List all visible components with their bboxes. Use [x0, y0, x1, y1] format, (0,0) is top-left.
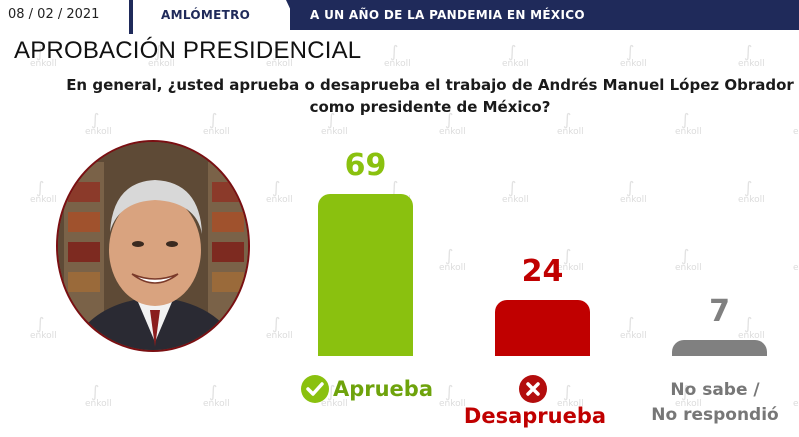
watermark-mark: ∫ [209, 382, 218, 401]
category-label-disapprove: Desaprueba [450, 375, 620, 428]
approve-text: Aprueba [332, 377, 434, 401]
watermark-mark: ∫ [508, 42, 517, 61]
watermark-logo: ∫enkoll [85, 382, 112, 410]
watermark-text: enkoll [30, 331, 57, 341]
watermark-text: enkoll [203, 399, 230, 409]
watermark-logo: ∫enkoll [266, 316, 293, 342]
section-label: AMLÓMETRO [137, 0, 297, 30]
watermark-text: enkoll [266, 331, 293, 341]
disapprove-text: Desaprueba [463, 404, 607, 428]
watermark-mark: ∫ [36, 178, 45, 197]
watermark-logo: ∫enkoll [30, 178, 57, 206]
category-label-approve: Aprueba [292, 375, 442, 403]
watermark-text: enkoll [502, 59, 529, 69]
date-label: 08 / 02 / 2021 [0, 0, 128, 30]
banner-text: A UN AÑO DE LA PANDEMIA EN MÉXICO [310, 8, 585, 22]
unknown-text-line1: No sabe / [670, 380, 760, 400]
value-label-approve: 69 [344, 148, 387, 183]
watermark-mark: ∫ [390, 42, 399, 61]
approval-chart: 69 24 7 Aprueba Desaprueba No sabe / No … [290, 130, 799, 437]
page-title: APROBACIÓN PRESIDENCIAL [14, 37, 362, 64]
watermark-text: enkoll [85, 127, 112, 137]
watermark-text: enkoll [203, 127, 230, 137]
top-bar: 08 / 02 / 2021 AMLÓMETRO A UN AÑO DE LA … [0, 0, 799, 34]
watermark-text: enkoll [620, 59, 647, 69]
watermark-mark: ∫ [626, 42, 635, 61]
watermark-text: enkoll [384, 59, 411, 69]
president-photo [56, 140, 250, 352]
survey-question: En general, ¿usted aprueba o desaprueba … [66, 76, 794, 116]
category-label-unknown: No sabe / No respondió [650, 378, 780, 428]
separator [129, 0, 133, 34]
watermark-mark: ∫ [91, 382, 100, 401]
portrait-illustration [58, 142, 248, 350]
watermark-text: enkoll [738, 59, 765, 69]
bar-approve [318, 194, 413, 356]
watermark-logo: ∫enkoll [266, 180, 293, 206]
watermark-text: enkoll [30, 195, 57, 205]
watermark-logo: ∫enkoll [30, 314, 57, 342]
x-icon [519, 375, 547, 403]
watermark-logo: ∫enkoll [620, 42, 647, 70]
banner [290, 0, 799, 30]
watermark-text: enkoll [266, 195, 293, 205]
watermark-logo: ∫enkoll [203, 382, 230, 410]
value-label-unknown: 7 [709, 293, 730, 329]
watermark-text: enkoll [85, 399, 112, 409]
watermark-logo: ∫enkoll [384, 42, 411, 70]
bar-disapprove [495, 299, 590, 356]
check-icon [300, 375, 329, 403]
bar-unknown [672, 339, 767, 356]
watermark-logo: ∫enkoll [502, 42, 529, 70]
value-label-disapprove: 24 [521, 253, 564, 289]
unknown-text-line2: No respondió [651, 405, 779, 425]
watermark-mark: ∫ [36, 314, 45, 333]
watermark-mark: ∫ [744, 42, 753, 61]
watermark-logo: ∫enkoll [738, 42, 765, 70]
